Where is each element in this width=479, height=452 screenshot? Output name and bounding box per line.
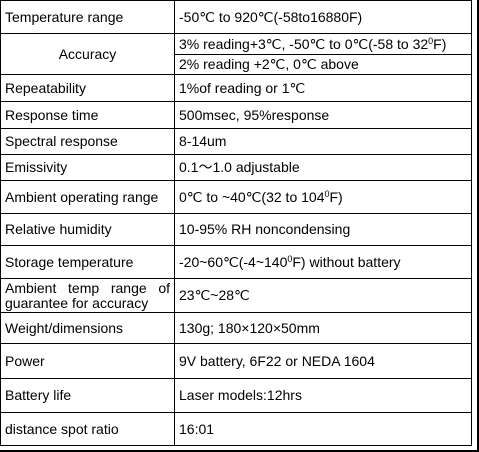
table-row: Ambient temp range of guarantee for accu… — [0, 278, 472, 313]
value-text: F) — [329, 188, 343, 205]
table-row: Power 9V battery, 6F22 or NEDA 1604 — [0, 343, 472, 379]
table-row: Relative humidity 10-95% RH noncondensin… — [0, 213, 472, 246]
value-text: 3% reading+3℃, -50℃ to 0℃(-58 to 32 — [179, 35, 429, 52]
table-row: Repeatability 1%of reading or 1℃ — [0, 74, 472, 102]
row-label: Storage temperature — [0, 245, 175, 279]
table-row: Emissivity 0.1～1.0 adjustable — [0, 154, 472, 181]
row-label: Ambient temp range of guarantee for accu… — [0, 278, 175, 313]
row-label: distance spot ratio — [0, 412, 175, 446]
row-value: 2% reading +2℃, 0℃ above — [174, 54, 472, 75]
row-value: 1%of reading or 1℃ — [174, 74, 472, 102]
row-label: Response time — [0, 101, 175, 129]
row-value: 0℃ to ~40℃(32 to 1040F) — [174, 180, 472, 214]
row-value: 130g; 180×120×50mm — [174, 312, 472, 344]
table-row: Battery life Laser models:12hrs — [0, 378, 472, 413]
row-label: Power — [0, 343, 175, 379]
row-value: 8-14um — [174, 128, 472, 155]
table-row: Accuracy 3% reading+3℃, -50℃ to 0℃(-58 t… — [0, 33, 472, 75]
table-row: Spectral response 8-14um — [0, 128, 472, 155]
row-label: Weight/dimensions — [0, 312, 175, 344]
row-label: Ambient operating range — [0, 180, 175, 214]
row-label: Relative humidity — [0, 213, 175, 246]
degree-sup: 0 — [324, 188, 330, 199]
row-value: 10-95% RH noncondensing — [174, 213, 472, 246]
row-value: 0.1～1.0 adjustable — [174, 154, 472, 181]
table-row: distance spot ratio 16:01 — [0, 412, 472, 446]
value-text: 0℃ to ~40℃(32 to 104 — [179, 188, 325, 205]
row-value: 23℃~28℃ — [174, 278, 472, 313]
degree-sup: 0 — [287, 253, 293, 264]
row-value: 500msec, 95%response — [174, 101, 472, 129]
value-text: -20~60℃(-4~140 — [179, 253, 288, 270]
row-value: 16:01 — [174, 412, 472, 446]
row-label: Emissivity — [0, 154, 175, 181]
row-value: 9V battery, 6F22 or NEDA 1604 — [174, 343, 472, 379]
degree-sup: 0 — [428, 35, 434, 46]
row-value: 3% reading+3℃, -50℃ to 0℃(-58 to 320F) — [174, 33, 472, 55]
value-text: F) — [433, 35, 447, 52]
row-value: Laser models:12hrs — [174, 378, 472, 413]
row-label: Repeatability — [0, 74, 175, 102]
row-label: Accuracy — [0, 33, 175, 75]
table-row: Storage temperature -20~60℃(-4~1400F) wi… — [0, 245, 472, 279]
table-row: 2% reading +2℃, 0℃ above — [1, 54, 472, 75]
row-value: -50℃ to 920℃(-58to16880F) — [174, 0, 472, 34]
table-row: Response time 500msec, 95%response — [0, 101, 472, 129]
table-row: Temperature range -50℃ to 920℃(-58to1688… — [0, 0, 472, 34]
row-label: Spectral response — [0, 128, 175, 155]
spec-table: Temperature range -50℃ to 920℃(-58to1688… — [0, 0, 472, 446]
row-label: Battery life — [0, 378, 175, 413]
table-row: Ambient operating range 0℃ to ~40℃(32 to… — [0, 180, 472, 214]
value-text: F) without battery — [292, 253, 401, 270]
row-label: Temperature range — [0, 0, 175, 34]
table-row: Weight/dimensions 130g; 180×120×50mm — [0, 312, 472, 344]
row-value: -20~60℃(-4~1400F) without battery — [174, 245, 472, 279]
